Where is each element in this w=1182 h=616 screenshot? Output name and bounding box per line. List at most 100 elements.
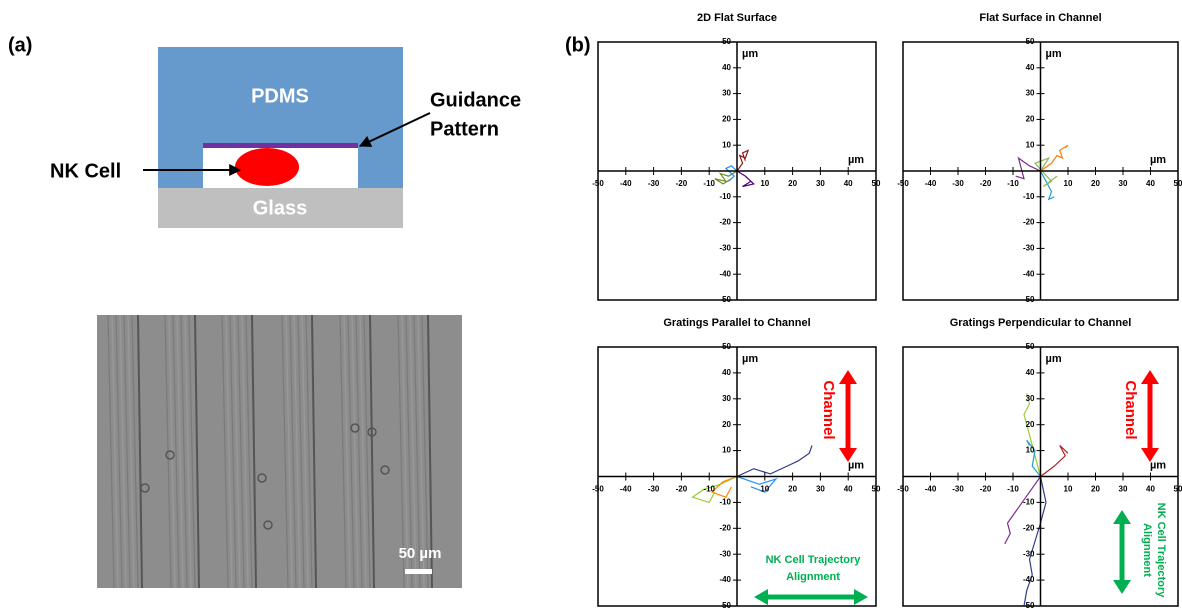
arrow-head [839,370,857,384]
x-axis-label: µm [848,154,864,166]
x-axis-label: µm [1150,459,1166,471]
x-tick-label: 20 [788,179,797,188]
y-axis-label: µm [742,48,758,60]
glass-label: Glass [253,197,307,219]
trajectory [737,171,754,186]
y-tick-label: 10 [1026,140,1035,149]
panel-label: (a) [8,34,32,56]
y-tick-label: -40 [719,575,731,584]
x-tick-label: -10 [703,179,715,188]
y-tick-label: -30 [719,549,731,558]
y-tick-label: -30 [719,244,731,253]
y-tick-label: 50 [1026,342,1035,351]
y-tick-label: -20 [1023,218,1035,227]
y-tick-label: -20 [719,218,731,227]
scale-bar [405,569,432,574]
y-axis-label: µm [1046,353,1062,365]
x-tick-label: -20 [676,485,688,494]
chart-title: 2D Flat Surface [697,12,777,24]
y-tick-label: 20 [1026,420,1035,429]
y-axis-label: µm [742,353,758,365]
trajectory [1016,158,1041,179]
guidance-pattern [203,143,358,148]
x-tick-label: 30 [1119,179,1128,188]
x-tick-label: -20 [676,179,688,188]
y-axis-label: µm [1046,48,1062,60]
y-tick-label: -10 [1023,192,1035,201]
x-tick-label: -40 [925,179,937,188]
x-axis-label: µm [1150,154,1166,166]
x-tick-label: 40 [844,485,853,494]
y-tick-label: 20 [1026,115,1035,124]
y-tick-label: -20 [719,523,731,532]
x-tick-label: -50 [897,485,909,494]
x-tick-label: 10 [760,485,769,494]
trajectory [1041,145,1069,171]
trajectory [1041,171,1055,199]
y-tick-label: -30 [1023,549,1035,558]
annotation: NK Cell Trajectory [1155,503,1167,599]
y-tick-label: -10 [719,498,731,507]
figure: (a) PDMS Glass Guidance Pattern NK Cell … [0,0,1182,611]
x-tick-label: 50 [1174,485,1182,494]
y-tick-label: -50 [1023,601,1035,610]
x-tick-label: 10 [1064,179,1073,188]
panel-label: (b) [565,34,591,56]
pattern-label: Pattern [430,118,499,140]
annotation: Channel [820,380,837,439]
nk-cell [235,148,299,186]
y-tick-label: 40 [1026,63,1035,72]
y-tick-label: -40 [1023,575,1035,584]
x-tick-label: -10 [1007,485,1019,494]
trajectory [1041,445,1069,476]
arrow-head [854,589,868,605]
y-tick-label: 10 [722,446,731,455]
x-tick-label: 40 [1146,485,1155,494]
trajectory [726,166,737,181]
trajectory [737,477,776,493]
x-tick-label: -50 [592,485,604,494]
y-tick-label: 30 [722,89,731,98]
x-tick-label: -10 [1007,179,1019,188]
x-tick-label: -40 [620,485,632,494]
annotation: Alignment [1141,523,1153,577]
x-tick-label: -30 [648,485,660,494]
x-tick-label: 20 [1091,485,1100,494]
cell-label: NK Cell [50,160,121,182]
page: {"panel_a": {"label": "(a)", "diagram": … [0,0,1182,611]
x-tick-label: 30 [816,179,825,188]
x-tick-label: -50 [897,179,909,188]
x-tick-label: -40 [620,179,632,188]
y-tick-label: 10 [1026,446,1035,455]
chart-title: Flat Surface in Channel [979,12,1101,24]
y-tick-label: -50 [1023,295,1035,304]
annotation: NK Cell Trajectory [766,554,862,566]
x-tick-label: 20 [1091,179,1100,188]
y-tick-label: 50 [722,37,731,46]
y-tick-label: -20 [1023,523,1035,532]
chart-title: Gratings Parallel to Channel [663,317,810,329]
x-tick-label: 10 [760,179,769,188]
pattern-label: Guidance [430,89,521,111]
y-tick-label: 40 [1026,368,1035,377]
x-tick-label: 10 [1064,485,1073,494]
x-tick-label: 50 [872,179,881,188]
trajectory [737,445,812,476]
y-tick-label: -50 [719,601,731,610]
trajectory [737,150,748,171]
pdms-label: PDMS [251,85,309,107]
charts: 2D Flat Surface -50 -40 -30 -20 -10 10 20 30 40 50… [592,12,1182,610]
y-tick-label: 40 [722,63,731,72]
y-tick-label: 30 [722,394,731,403]
scale-bar-label: 50 µm [399,545,442,562]
x-tick-label: 40 [844,179,853,188]
x-tick-label: -50 [592,179,604,188]
y-tick-label: 40 [722,368,731,377]
arrow-head [1113,510,1131,524]
x-axis-label: µm [848,459,864,471]
y-tick-label: 20 [722,420,731,429]
x-tick-label: 50 [1174,179,1182,188]
x-tick-label: 30 [816,485,825,494]
y-tick-label: -50 [719,295,731,304]
trajectory [712,477,737,498]
